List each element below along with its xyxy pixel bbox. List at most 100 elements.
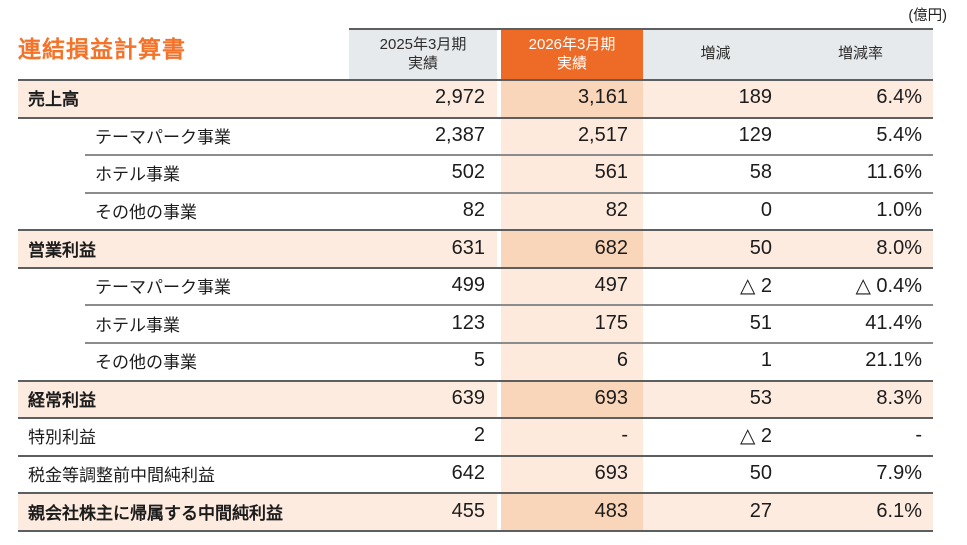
cell-change: △ 2 bbox=[739, 425, 772, 448]
table-row: 経常利益 639 693 53 8.3% bbox=[18, 379, 933, 418]
cell-fy2026: 6 bbox=[501, 342, 643, 380]
row-label: ホテル事業 bbox=[95, 315, 180, 335]
cell-fy2025: 2,972 bbox=[434, 86, 485, 109]
cell-fy2026: 175 bbox=[501, 304, 643, 343]
row-label: ホテル事業 bbox=[95, 165, 180, 185]
cell-change-rate: 5.4% bbox=[876, 123, 922, 146]
cell-change-rate: 41.4% bbox=[865, 311, 922, 334]
cell-change-rate: △ 0.4% bbox=[855, 275, 922, 298]
cell-fy2025: 499 bbox=[451, 274, 485, 297]
row-label: その他の事業 bbox=[95, 353, 197, 373]
cell-change: 0 bbox=[760, 199, 772, 222]
cell-change: 50 bbox=[749, 462, 772, 485]
cell-change: 58 bbox=[749, 161, 772, 184]
row-label: テーマパーク事業 bbox=[95, 127, 231, 147]
column-gap bbox=[497, 342, 501, 380]
cell-fy2026: 561 bbox=[501, 154, 643, 192]
col-header-fy2025-line2: 実績 bbox=[407, 54, 438, 72]
cell-fy2025: 455 bbox=[451, 499, 485, 522]
table-body: 売上高 2,972 3,161 189 6.4% テーマパーク事業 2,387 … bbox=[18, 79, 933, 530]
unit-note: (億円) bbox=[908, 8, 947, 24]
cell-change-rate: 6.1% bbox=[876, 499, 922, 522]
table-row: 売上高 2,972 3,161 189 6.4% bbox=[18, 79, 933, 117]
column-gap bbox=[497, 229, 501, 267]
col-header-change-rate-label: 増減率 bbox=[837, 45, 883, 62]
cell-fy2026: - bbox=[501, 417, 643, 455]
col-header-change-label: 増減 bbox=[700, 45, 731, 62]
table-row: 税金等調整前中間純利益 642 693 50 7.9% bbox=[18, 454, 933, 493]
cell-change: △ 2 bbox=[739, 275, 772, 298]
col-header-change: 増減 bbox=[643, 28, 788, 79]
col-header-fy2026: 2026年3月期 実績 bbox=[501, 28, 643, 79]
table-row: ホテル事業 123 175 51 41.4% bbox=[18, 304, 933, 343]
cell-fy2026: 497 bbox=[501, 266, 643, 305]
cell-change-rate: 11.6% bbox=[866, 161, 922, 184]
col-header-fy2025-line1: 2025年3月期 bbox=[379, 35, 467, 53]
cell-fy2026: 693 bbox=[501, 379, 643, 418]
row-label: テーマパーク事業 bbox=[95, 278, 231, 298]
column-gap bbox=[497, 79, 501, 117]
cell-change: 129 bbox=[738, 123, 772, 146]
cell-fy2025: 631 bbox=[451, 236, 485, 259]
income-statement-table: 2025年3月期 実績 2026年3月期 実績 増減 増減率 売上高 2,972… bbox=[18, 28, 933, 532]
table-header-row: 2025年3月期 実績 2026年3月期 実績 増減 増減率 bbox=[18, 28, 933, 79]
cell-fy2026: 2,517 bbox=[501, 116, 643, 155]
table-row: 特別利益 2 - △ 2 - bbox=[18, 417, 933, 455]
column-gap bbox=[497, 154, 501, 192]
cell-change-rate: 7.9% bbox=[876, 462, 922, 485]
cell-change-rate: 21.1% bbox=[865, 349, 922, 372]
header-label-spacer bbox=[18, 28, 349, 79]
cell-fy2025: 2,387 bbox=[434, 123, 485, 146]
column-gap bbox=[497, 304, 501, 343]
cell-fy2025: 123 bbox=[451, 311, 485, 334]
cell-change: 27 bbox=[749, 499, 772, 522]
row-label: 営業利益 bbox=[28, 240, 96, 260]
cell-fy2026: 3,161 bbox=[501, 79, 643, 117]
cell-change-rate: - bbox=[915, 424, 922, 447]
column-gap bbox=[497, 454, 501, 493]
cell-change-rate: 1.0% bbox=[876, 199, 922, 222]
column-gap bbox=[497, 191, 501, 230]
cell-fy2026: 693 bbox=[501, 454, 643, 493]
column-gap bbox=[497, 417, 501, 455]
cell-fy2026: 682 bbox=[501, 229, 643, 267]
cell-change-rate: 8.0% bbox=[876, 236, 922, 259]
cell-change-rate: 8.3% bbox=[876, 386, 922, 409]
table-row: その他の事業 5 6 1 21.1% bbox=[18, 342, 933, 380]
cell-change-rate: 6.4% bbox=[876, 86, 922, 109]
table-row: その他の事業 82 82 0 1.0% bbox=[18, 191, 933, 230]
cell-change: 189 bbox=[738, 86, 772, 109]
row-label: 税金等調整前中間純利益 bbox=[28, 466, 215, 486]
col-header-fy2026-line2: 実績 bbox=[556, 54, 587, 72]
cell-fy2025: 2 bbox=[473, 424, 485, 447]
row-label: 経常利益 bbox=[28, 390, 96, 410]
cell-fy2025: 5 bbox=[473, 349, 485, 372]
cell-change: 50 bbox=[749, 236, 772, 259]
row-label: 親会社株主に帰属する中間純利益 bbox=[28, 503, 283, 523]
row-label: 売上高 bbox=[28, 90, 79, 110]
table-row: 親会社株主に帰属する中間純利益 455 483 27 6.1% bbox=[18, 492, 933, 530]
column-gap bbox=[497, 266, 501, 305]
cell-fy2025: 502 bbox=[451, 161, 485, 184]
cell-change: 1 bbox=[760, 349, 772, 372]
table-row: 営業利益 631 682 50 8.0% bbox=[18, 229, 933, 267]
page-title: 連結損益計算書 bbox=[18, 36, 186, 62]
cell-fy2025: 82 bbox=[462, 199, 485, 222]
table-row: ホテル事業 502 561 58 11.6% bbox=[18, 154, 933, 192]
cell-change: 51 bbox=[749, 311, 772, 334]
col-header-fy2025: 2025年3月期 実績 bbox=[349, 28, 497, 79]
column-gap bbox=[497, 116, 501, 155]
row-label: その他の事業 bbox=[95, 203, 197, 223]
cell-change: 53 bbox=[749, 386, 772, 409]
column-gap bbox=[497, 379, 501, 418]
col-header-change-rate: 増減率 bbox=[788, 28, 933, 79]
table-row: テーマパーク事業 2,387 2,517 129 5.4% bbox=[18, 116, 933, 155]
col-header-fy2026-line1: 2026年3月期 bbox=[528, 35, 616, 53]
cell-fy2025: 639 bbox=[451, 386, 485, 409]
cell-fy2026: 483 bbox=[501, 492, 643, 530]
row-label: 特別利益 bbox=[28, 428, 96, 448]
cell-fy2025: 642 bbox=[451, 462, 485, 485]
table-row: テーマパーク事業 499 497 △ 2 △ 0.4% bbox=[18, 266, 933, 305]
cell-fy2026: 82 bbox=[501, 191, 643, 230]
